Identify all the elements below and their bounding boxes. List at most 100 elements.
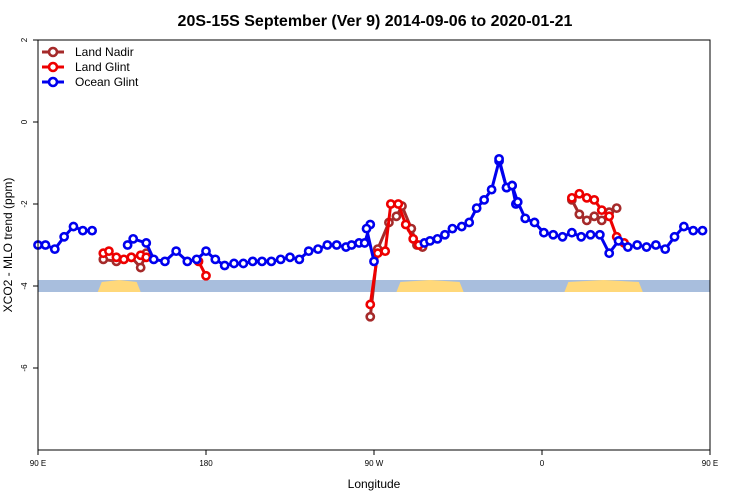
data-point [507,180,518,191]
data-point [585,229,596,240]
data-point [697,225,708,236]
data-point [49,244,60,254]
legend-item: Land Glint [42,60,130,74]
data-point [322,240,333,250]
data-point [104,246,114,257]
data-point [464,217,475,228]
data-point [581,215,592,226]
data-point [257,256,267,267]
data-point [303,246,314,257]
data-point [201,270,211,281]
chart-title: 20S-15S September (Ver 9) 2014-09-06 to … [178,13,573,30]
data-point [160,256,170,267]
legend-swatch-marker [47,76,59,88]
data-point [632,240,643,250]
data-point [576,231,587,242]
data-point [574,188,585,199]
series-land-nadir [98,194,622,322]
series-line [365,228,376,262]
data-point [391,211,402,222]
data-point [361,223,372,234]
data-point [118,254,129,265]
data-point [425,235,435,246]
data-point [313,244,323,254]
y-tick-label: -4 [20,282,29,290]
data-point [574,209,585,220]
data-point [456,221,467,232]
data-point [135,262,146,273]
data-point [365,299,376,310]
data-point [581,192,592,203]
data-point [594,229,605,240]
land-band-1 [396,280,464,292]
data-point [372,248,383,259]
data-point [201,246,211,257]
data-point [669,231,680,242]
plot-frame [37,39,711,451]
data-point [275,254,286,265]
data-point [688,225,699,236]
data-point [596,205,607,216]
data-point [471,203,482,213]
data-point [660,244,671,254]
data-point [141,238,152,248]
data-point [59,231,70,242]
data-point [566,192,577,203]
legend-swatch-marker [47,61,59,73]
data-point [650,240,661,250]
data-point [171,246,182,257]
data-point [589,211,600,222]
data-point [219,260,230,271]
data-point [148,254,159,265]
data-point [557,231,568,242]
data-point [611,203,622,213]
y-axis-label: XCO2 - MLO trend (ppm) [1,178,15,313]
y-tick-label: 2 [20,37,29,42]
x-tick-label: 90 E [30,459,46,468]
data-point [393,199,404,209]
data-point [604,248,615,259]
data-point [210,254,221,265]
y-tick-label: -2 [20,200,29,208]
y-tick-label: -6 [20,364,29,372]
data-point [77,225,88,236]
data-point [122,240,133,250]
data-point [68,221,79,232]
axes: 90 E 180 90 W 0 90 E 2 0 -2 -4 -6 [20,37,718,468]
x-tick-label: 90 E [702,459,718,468]
data-point [294,254,305,265]
data-point [440,229,450,240]
data-point [520,213,531,224]
data-point [111,252,122,263]
data-point [359,238,370,248]
data-point [128,233,139,244]
data-point [604,211,615,222]
land-band-2 [564,280,643,292]
x-tick-label: 90 W [365,459,384,468]
y-tick-label: 0 [20,119,29,124]
data-point [182,256,193,267]
data-point [229,258,239,269]
data-point [486,184,497,195]
data-point [529,217,540,228]
data-point [346,240,357,250]
data-point [369,256,379,267]
data-point [566,227,577,238]
series-layer [33,153,708,322]
data-point [191,254,202,265]
legend-item: Land Nadir [42,45,134,59]
data-point [432,233,443,244]
data-point [40,240,51,250]
data-point [538,227,549,238]
data-point [596,215,607,226]
land-band-0 [97,280,141,292]
data-point [247,256,258,267]
data-point [622,242,633,252]
legend-item: Ocean Glint [42,75,139,89]
data-point [126,252,137,263]
data-point [141,252,152,263]
data-point [447,223,458,234]
data-point [678,221,689,232]
